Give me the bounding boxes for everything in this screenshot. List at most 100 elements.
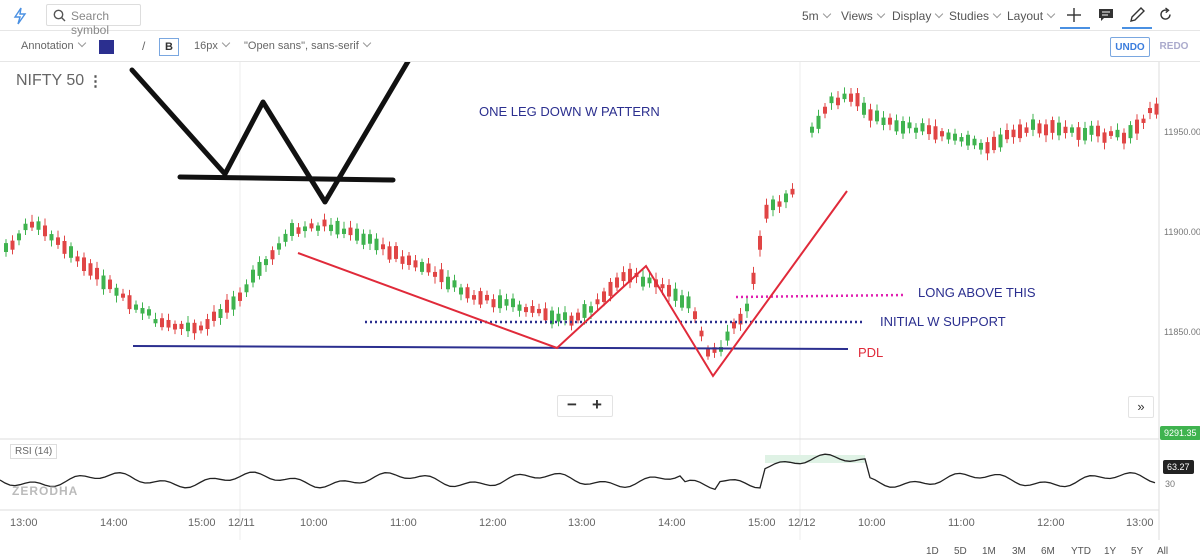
annotation-pdl[interactable]: PDL [858, 345, 884, 360]
candle-body [342, 228, 346, 234]
crosshair-icon[interactable] [1066, 7, 1082, 23]
annotation-support[interactable]: INITIAL W SUPPORT [880, 314, 1006, 329]
candle-body [621, 272, 626, 282]
display-label: Display [892, 9, 932, 23]
color-swatch[interactable] [99, 40, 114, 54]
more-options-icon[interactable]: ⋮ [88, 73, 103, 90]
top-toolbar: Search symbol 5m Views Display Studies L… [0, 0, 1200, 37]
layout-menu[interactable]: Layout [1007, 9, 1056, 23]
candle-body [75, 256, 80, 262]
candle-body [179, 323, 184, 329]
candle-body [1024, 127, 1029, 133]
candle-body [361, 233, 366, 245]
candle-body [576, 312, 580, 321]
refresh-icon[interactable] [1158, 7, 1173, 22]
candle-body [1031, 119, 1035, 130]
rsi-overbought-fill [765, 455, 865, 463]
zoom-out-button[interactable]: − [567, 395, 577, 414]
annotation-long[interactable]: LONG ABOVE THIS [918, 285, 1036, 300]
comment-icon[interactable] [1098, 8, 1114, 22]
search-box[interactable]: Search symbol [46, 4, 141, 37]
long-entry-line[interactable] [735, 293, 906, 299]
candle-body [784, 193, 788, 203]
candle-body [426, 263, 431, 273]
candle-body [309, 223, 314, 229]
scroll-to-end-button[interactable]: » [1128, 396, 1154, 418]
candle-body [465, 287, 470, 299]
line-style-button[interactable]: / [142, 39, 146, 53]
time-label: 15:00 [188, 517, 216, 529]
pencil-icon[interactable] [1128, 6, 1146, 24]
candle-body [1057, 122, 1061, 136]
zoom-in-button[interactable]: + [592, 395, 602, 414]
views-menu[interactable]: Views [841, 9, 886, 23]
candle-body [933, 126, 938, 140]
candle-body [329, 224, 333, 232]
candle-body [758, 235, 762, 250]
candle-body [738, 313, 743, 325]
candle-body [862, 102, 866, 115]
font-size-label: 16px [194, 40, 218, 52]
bold-button[interactable]: B [159, 38, 179, 56]
symbol-name[interactable]: NIFTY 50 [16, 72, 85, 89]
candle-body [673, 288, 678, 301]
candle-body [251, 269, 255, 283]
freehand-w-drawing[interactable] [129, 62, 423, 205]
interval-menu[interactable]: 5m [802, 9, 831, 23]
candle-body [647, 277, 652, 284]
candle-body [134, 304, 138, 310]
candle-body [452, 280, 457, 288]
interval-label: 5m [802, 9, 819, 23]
candle-body [556, 313, 561, 322]
candle-body [121, 293, 125, 298]
candle-body [823, 106, 827, 114]
price-chart[interactable] [0, 62, 1200, 552]
candle-body [1148, 108, 1152, 114]
studies-menu[interactable]: Studies [949, 9, 1002, 23]
chevron-down-icon [876, 9, 886, 19]
annotation-mode-select[interactable]: Annotation [21, 38, 86, 52]
candle-body [381, 244, 385, 250]
candle-body [199, 325, 203, 331]
candle-body [1070, 127, 1074, 133]
redo-button[interactable]: REDO [1159, 41, 1189, 52]
pdl-line[interactable] [132, 345, 849, 350]
candle-body [517, 304, 522, 311]
candle-body [30, 221, 34, 228]
display-menu[interactable]: Display [892, 9, 944, 23]
candle-body [706, 349, 710, 357]
font-size-select[interactable]: 16px [194, 38, 231, 52]
annotation-title[interactable]: ONE LEG DOWN W PATTERN [479, 104, 660, 119]
candle-body [875, 110, 879, 122]
candle-body [296, 227, 301, 234]
candle-body [998, 134, 1003, 148]
candle-body [368, 234, 372, 244]
time-label: 14:00 [100, 517, 128, 529]
font-family-select[interactable]: "Open sans", sans-serif [244, 38, 372, 52]
candle-body [290, 223, 294, 236]
search-placeholder: Search symbol [71, 9, 110, 37]
lightning-icon[interactable] [12, 7, 28, 25]
candle-body [225, 299, 229, 313]
candle-body [972, 138, 977, 146]
candle-body [979, 142, 983, 150]
candle-body [660, 284, 665, 289]
freehand-neckline[interactable] [177, 174, 396, 183]
candle-body [777, 201, 782, 207]
candle-body [147, 309, 151, 316]
candle-body [114, 287, 119, 296]
candle-body [23, 223, 28, 231]
candle-body [374, 238, 379, 251]
candle-body [745, 303, 749, 312]
undo-button[interactable]: UNDO [1110, 37, 1150, 57]
candle-body [1018, 124, 1022, 139]
candle-body [550, 310, 554, 325]
candle-body [205, 319, 210, 330]
candle-body [218, 308, 223, 318]
red-w-pattern[interactable] [297, 190, 848, 378]
candle-body [907, 122, 912, 129]
candle-body [1115, 129, 1120, 138]
time-label: 14:00 [658, 517, 686, 529]
rsi-label[interactable]: RSI (14) [10, 444, 58, 459]
chevron-down-icon [822, 9, 831, 19]
